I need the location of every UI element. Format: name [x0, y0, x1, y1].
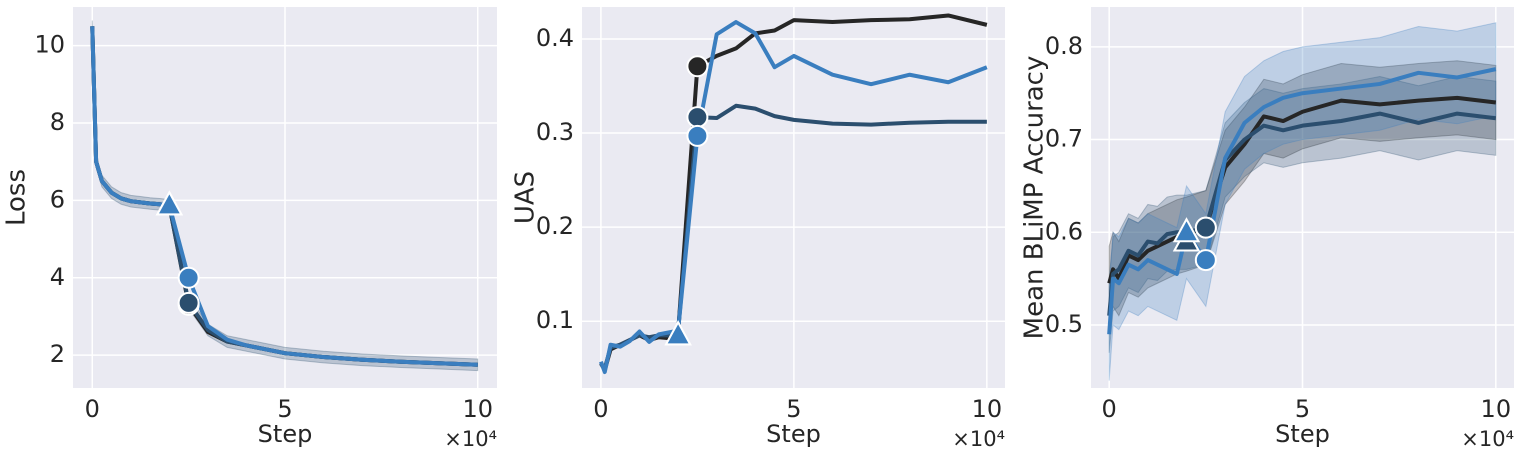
x-tick-label: 5 — [786, 395, 801, 423]
x-axis-label: Step — [258, 420, 313, 448]
marker-circle — [686, 124, 709, 147]
y-tick-label: 0.6 — [1045, 217, 1083, 245]
marker-triangle — [664, 320, 692, 346]
marker-circle — [1194, 216, 1217, 239]
x-axis-label: Step — [1275, 420, 1330, 448]
x-tick-label: 0 — [593, 395, 608, 423]
y-tick-label: 0.2 — [536, 212, 574, 240]
marker-circle — [177, 266, 200, 289]
x-offset-label: ×10⁴ — [952, 427, 1005, 451]
y-tick-label: 0.4 — [536, 24, 574, 52]
y-tick-label: 10 — [34, 31, 65, 59]
x-tick-label: 10 — [462, 395, 493, 423]
marker-circle — [1194, 249, 1217, 272]
error-band — [1108, 76, 1497, 353]
y-tick-label: 0.3 — [536, 118, 574, 146]
marker-triangle — [1172, 217, 1201, 243]
y-tick-label: 0.5 — [1045, 310, 1083, 338]
y-axis-label: Mean BLiMP Accuracy — [1020, 56, 1050, 340]
y-axis-label: UAS — [511, 171, 541, 224]
x-axis-label: Step — [766, 420, 821, 448]
x-tick-label: 10 — [1481, 395, 1512, 423]
x-tick-label: 0 — [1102, 395, 1117, 423]
y-tick-label: 2 — [50, 340, 65, 368]
y-tick-label: 0.1 — [536, 306, 574, 334]
x-tick-label: 0 — [85, 395, 100, 423]
y-tick-label: 4 — [50, 263, 65, 291]
marker-circle — [686, 55, 709, 78]
marker-circle — [686, 106, 709, 129]
x-tick-label: 10 — [972, 395, 1003, 423]
y-tick-label: 8 — [50, 108, 65, 136]
error-band — [91, 20, 479, 372]
x-tick-label: 5 — [277, 395, 292, 423]
x-offset-label: ×10⁴ — [444, 427, 497, 451]
x-offset-label: ×10⁴ — [1461, 427, 1514, 451]
x-tick-label: 5 — [1295, 395, 1310, 423]
y-tick-label: 6 — [50, 185, 65, 213]
error-band — [1108, 22, 1497, 381]
marker-circle — [177, 291, 200, 314]
y-axis-label: Loss — [2, 169, 32, 226]
y-tick-label: 0.8 — [1045, 32, 1083, 60]
marker-triangle — [155, 190, 184, 216]
y-tick-label: 0.7 — [1045, 125, 1083, 153]
